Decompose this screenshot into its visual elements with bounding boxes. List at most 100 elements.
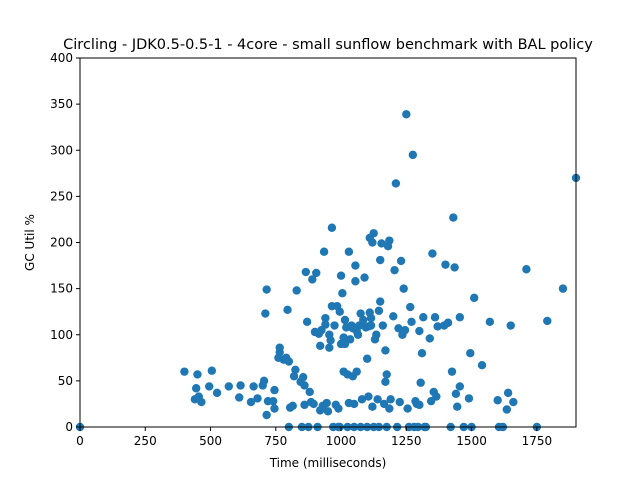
data-point — [224, 382, 233, 391]
data-point — [327, 223, 337, 232]
data-point — [362, 354, 372, 363]
data-point — [351, 277, 360, 286]
data-point — [369, 229, 378, 238]
data-point — [180, 367, 189, 376]
x-axis-ticks: 0 250 500 750 1000 1250 1500 1750 — [76, 427, 552, 448]
data-point — [390, 265, 399, 275]
data-point — [415, 326, 424, 336]
data-point — [275, 348, 284, 357]
data-point — [451, 389, 461, 398]
data-point — [447, 367, 457, 376]
data-point — [503, 388, 513, 398]
data-point — [301, 267, 311, 277]
data-point — [197, 397, 206, 407]
data-point — [321, 313, 330, 323]
data-point — [403, 404, 412, 413]
y-tick-label: 100 — [50, 328, 73, 342]
data-point — [506, 321, 515, 330]
data-point — [207, 366, 217, 375]
data-point — [193, 370, 202, 379]
data-point — [325, 343, 334, 352]
data-point — [407, 317, 416, 327]
data-point — [270, 385, 279, 395]
data-point — [359, 315, 368, 325]
data-point — [305, 387, 314, 397]
data-point — [336, 271, 346, 280]
data-point — [395, 397, 404, 407]
data-point — [389, 312, 398, 321]
data-point — [368, 402, 377, 411]
data-point — [340, 315, 350, 325]
data-point — [385, 404, 394, 413]
data-point — [360, 273, 369, 282]
data-point — [455, 382, 465, 391]
data-point — [385, 236, 394, 245]
data-point — [356, 309, 365, 318]
data-point — [425, 334, 435, 343]
data-point — [302, 317, 312, 327]
data-point — [312, 268, 321, 278]
data-point — [309, 399, 318, 409]
x-tick-label: 750 — [264, 434, 287, 448]
data-point — [416, 378, 425, 387]
data-point — [268, 396, 278, 406]
data-point — [400, 325, 410, 335]
data-point — [502, 405, 512, 414]
data-point — [357, 395, 367, 404]
data-point — [408, 150, 418, 160]
data-point — [485, 317, 495, 327]
data-point — [291, 365, 300, 375]
data-point — [323, 407, 333, 416]
data-point — [344, 247, 354, 256]
data-point — [308, 275, 317, 284]
data-point — [259, 376, 269, 386]
y-tick-label: 250 — [50, 189, 73, 203]
x-tick-label: 0 — [76, 434, 84, 448]
data-point — [364, 392, 373, 401]
data-point — [349, 399, 359, 409]
data-point — [455, 313, 465, 322]
data-point — [522, 265, 531, 274]
data-point — [394, 324, 403, 333]
data-point — [289, 372, 299, 381]
data-point — [330, 321, 339, 330]
data-point — [558, 284, 568, 293]
data-point — [283, 305, 292, 315]
data-point — [321, 320, 330, 329]
x-tick-label: 1750 — [522, 434, 553, 448]
data-point — [292, 286, 301, 295]
data-point — [464, 394, 474, 403]
data-point — [386, 395, 395, 404]
data-point — [261, 309, 270, 318]
data-point — [415, 400, 424, 410]
data-point — [376, 297, 385, 306]
data-point — [319, 247, 329, 256]
data-point — [352, 367, 361, 376]
data-point — [335, 307, 344, 316]
data-point — [432, 392, 441, 401]
y-tick-label: 400 — [50, 51, 73, 65]
data-point — [441, 260, 450, 269]
data-point — [399, 284, 408, 293]
data-point — [373, 395, 382, 404]
data-point — [466, 349, 475, 358]
x-tick-label: 250 — [134, 434, 157, 448]
data-point — [430, 313, 440, 322]
x-tick-label: 1500 — [456, 434, 487, 448]
data-point — [419, 313, 428, 322]
chart-title: Circling - JDK0.5-0.5-1 - 4core - small … — [63, 37, 593, 53]
plot-frame — [79, 57, 577, 428]
data-point — [493, 396, 502, 405]
data-point — [450, 263, 459, 272]
data-point — [377, 239, 386, 248]
data-point — [428, 249, 437, 258]
data-point — [382, 370, 391, 379]
data-point — [368, 238, 377, 247]
data-point — [262, 410, 271, 420]
data-point — [338, 289, 347, 298]
data-point — [443, 318, 453, 327]
data-point — [339, 333, 348, 342]
data-point — [288, 401, 297, 410]
data-point — [477, 360, 487, 370]
data-point — [351, 261, 360, 270]
